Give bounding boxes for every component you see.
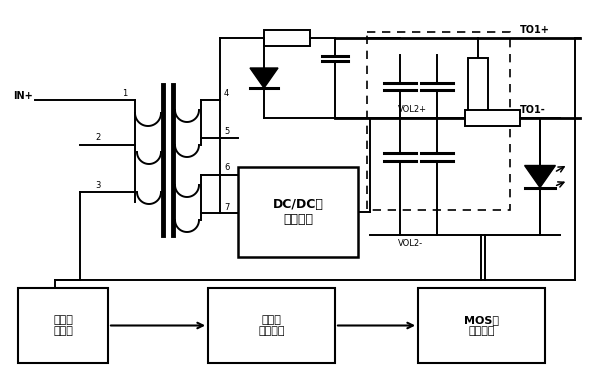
Text: TO1+: TO1+ — [520, 25, 550, 35]
Bar — [264, 30, 310, 46]
Bar — [367, 32, 510, 210]
Polygon shape — [524, 165, 556, 188]
Text: 2: 2 — [95, 133, 100, 143]
Text: 7: 7 — [224, 203, 230, 211]
Polygon shape — [250, 68, 278, 88]
Bar — [18, 288, 108, 363]
Text: 三极管
放大电路: 三极管 放大电路 — [258, 315, 285, 336]
Text: MOS管
开关电路: MOS管 开关电路 — [464, 315, 499, 336]
Bar — [418, 288, 545, 363]
Text: DC/DC降
压稳压器: DC/DC降 压稳压器 — [273, 198, 324, 226]
Bar — [238, 167, 358, 257]
Text: 施密特
触发器: 施密特 触发器 — [53, 315, 73, 336]
Text: TO1-: TO1- — [520, 105, 546, 115]
Bar — [468, 58, 488, 118]
Text: IN+: IN+ — [13, 91, 33, 101]
Text: 1: 1 — [123, 88, 127, 97]
Bar — [465, 110, 520, 126]
Text: 5: 5 — [224, 127, 229, 136]
Text: VOL2-: VOL2- — [398, 238, 423, 247]
Text: 6: 6 — [224, 164, 230, 173]
Text: 4: 4 — [224, 88, 229, 97]
Bar — [208, 288, 335, 363]
Text: 3: 3 — [95, 180, 100, 190]
Text: VOL2+: VOL2+ — [398, 106, 427, 115]
